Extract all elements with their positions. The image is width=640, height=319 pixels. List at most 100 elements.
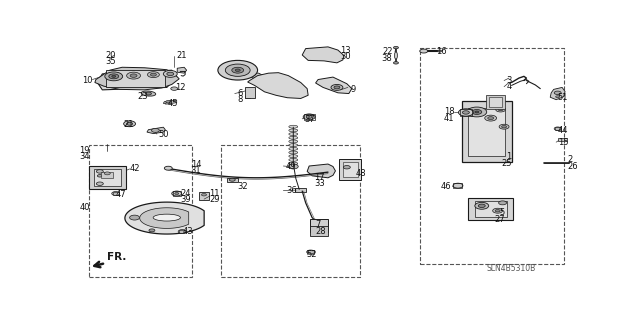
Ellipse shape <box>289 140 298 143</box>
Bar <box>460 109 472 116</box>
Text: 2: 2 <box>567 155 572 164</box>
Text: 5: 5 <box>499 208 504 217</box>
Polygon shape <box>95 67 179 90</box>
Bar <box>227 178 237 182</box>
Bar <box>343 162 358 177</box>
Text: 4: 4 <box>507 82 512 91</box>
Circle shape <box>307 250 315 254</box>
Text: 7: 7 <box>315 220 321 229</box>
Circle shape <box>453 183 463 188</box>
Polygon shape <box>243 72 264 81</box>
Circle shape <box>109 74 118 79</box>
Circle shape <box>112 191 120 196</box>
Bar <box>555 127 561 130</box>
Circle shape <box>150 73 156 76</box>
Ellipse shape <box>394 52 397 59</box>
Circle shape <box>218 60 257 80</box>
Text: 27: 27 <box>494 215 504 224</box>
Circle shape <box>458 109 474 116</box>
Polygon shape <box>140 208 189 228</box>
Circle shape <box>331 85 343 90</box>
Circle shape <box>127 72 141 79</box>
Circle shape <box>499 124 509 129</box>
Circle shape <box>556 96 559 98</box>
Text: 36: 36 <box>286 186 296 195</box>
Circle shape <box>127 122 132 125</box>
Text: 35: 35 <box>105 57 116 66</box>
Bar <box>475 201 507 217</box>
Ellipse shape <box>289 162 298 165</box>
Circle shape <box>303 114 315 120</box>
Circle shape <box>129 215 140 220</box>
Text: 34: 34 <box>79 152 90 161</box>
Text: 29: 29 <box>209 195 220 204</box>
Text: 10: 10 <box>82 76 92 85</box>
Circle shape <box>478 204 485 208</box>
Circle shape <box>236 69 240 71</box>
Bar <box>304 114 315 120</box>
Polygon shape <box>125 202 204 234</box>
Text: 37: 37 <box>305 115 316 124</box>
Circle shape <box>334 86 340 89</box>
Circle shape <box>554 127 561 130</box>
Circle shape <box>152 129 159 132</box>
Text: 32: 32 <box>237 182 248 191</box>
Polygon shape <box>316 77 352 93</box>
Ellipse shape <box>289 125 298 128</box>
Circle shape <box>232 67 244 73</box>
Text: 26: 26 <box>567 162 578 171</box>
Circle shape <box>495 107 506 112</box>
Bar <box>89 167 126 189</box>
Polygon shape <box>177 67 187 73</box>
Text: 25: 25 <box>501 159 511 167</box>
Text: 21: 21 <box>124 120 134 129</box>
Circle shape <box>484 115 497 121</box>
Bar <box>113 192 118 195</box>
Circle shape <box>105 72 123 81</box>
Text: 40: 40 <box>79 203 90 212</box>
Text: 23: 23 <box>137 92 148 100</box>
Circle shape <box>225 64 250 76</box>
Circle shape <box>499 201 507 205</box>
Circle shape <box>344 166 350 169</box>
Circle shape <box>164 166 172 170</box>
Polygon shape <box>163 100 177 104</box>
Polygon shape <box>307 164 335 178</box>
Circle shape <box>145 92 152 95</box>
Bar <box>307 250 314 254</box>
Circle shape <box>124 121 136 127</box>
Ellipse shape <box>289 147 298 150</box>
Circle shape <box>97 182 103 185</box>
Bar <box>468 108 506 156</box>
Circle shape <box>498 108 503 111</box>
Circle shape <box>163 70 177 77</box>
Text: 28: 28 <box>315 226 326 236</box>
Circle shape <box>475 202 489 209</box>
Bar <box>454 183 463 188</box>
Text: 51: 51 <box>557 93 568 102</box>
Bar <box>106 70 165 87</box>
Circle shape <box>475 111 479 113</box>
Text: 52: 52 <box>306 250 317 259</box>
Circle shape <box>112 75 116 77</box>
Text: 41: 41 <box>444 114 454 123</box>
Bar <box>420 48 564 264</box>
Circle shape <box>288 164 298 169</box>
Circle shape <box>97 174 102 177</box>
Polygon shape <box>248 73 308 99</box>
Bar <box>310 219 328 232</box>
Text: 33: 33 <box>314 179 325 188</box>
Text: 46: 46 <box>440 182 451 191</box>
Circle shape <box>149 229 155 232</box>
Text: 38: 38 <box>381 54 392 63</box>
Text: 16: 16 <box>436 47 447 56</box>
Circle shape <box>166 100 171 103</box>
Bar <box>486 95 505 109</box>
Circle shape <box>493 208 502 213</box>
Text: 17: 17 <box>314 173 324 182</box>
Bar <box>468 198 513 220</box>
Circle shape <box>104 172 110 175</box>
Text: 8: 8 <box>237 95 243 104</box>
Circle shape <box>130 74 137 77</box>
Polygon shape <box>550 87 565 100</box>
